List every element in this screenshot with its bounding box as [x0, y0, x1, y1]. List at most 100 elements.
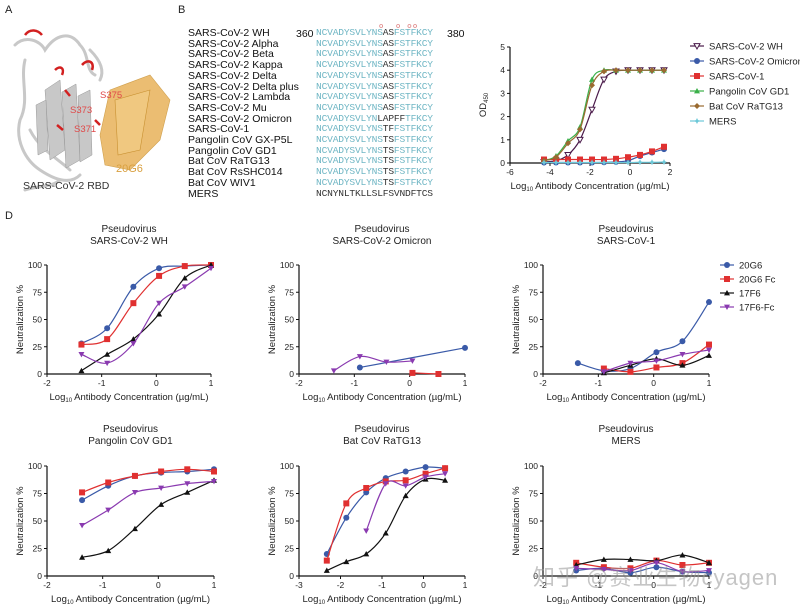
alignment-row-sequence: NCVADYSVLYNSASFSTFKCY [316, 37, 433, 49]
series-17f6-fc [363, 471, 449, 534]
x-tick-label: 0 [651, 580, 656, 590]
y-axis-label: Neutralization % [511, 486, 522, 556]
x-tick-label: -2 [539, 378, 547, 388]
antibody-20g6-ribbon [99, 74, 171, 171]
panel-label-d: D [5, 210, 13, 222]
data-point [625, 67, 631, 74]
chart-title-line: Bat CoV RaTG13 [343, 436, 421, 447]
data-point [679, 569, 686, 575]
x-tick-label: 0 [407, 378, 412, 388]
variable-site-marker [396, 24, 400, 28]
chart-c-elisa: -6 -4 -2 0 2 0 1 2 3 4 5 Log10 Antibody Concentrati… [478, 42, 800, 194]
data-point [382, 481, 389, 487]
y-tick-label: 50 [529, 516, 539, 526]
alignment-row-sequence: NCVADYSVLYNSASFSTFKCY [316, 59, 433, 71]
y-tick-label: 100 [28, 260, 42, 270]
data-point [158, 501, 165, 507]
data-point [565, 140, 571, 147]
data-point [637, 159, 643, 166]
series-curve [576, 562, 710, 573]
alignment-row-sequence: NCVADYSVLYNSTFFSTFKCY [316, 123, 433, 135]
data-point [181, 263, 188, 270]
end-position: 380 [447, 28, 465, 40]
y-tick-label: 25 [285, 342, 295, 352]
data-point [343, 558, 350, 565]
legend-item-17f6: 17F6 [720, 289, 761, 300]
y-tick-label: 25 [33, 342, 43, 352]
alignment-row-name: SARS-CoV-2 Delta plus [188, 80, 299, 93]
x-tick-label: -2 [586, 167, 594, 177]
legend-marker [724, 262, 730, 268]
data-point [435, 371, 442, 377]
data-point [409, 358, 416, 364]
legend-label: SARS-CoV-1 [709, 72, 764, 83]
data-point [131, 525, 138, 532]
data-point [613, 159, 619, 166]
data-point [679, 351, 686, 358]
y-tick-label: 100 [524, 260, 538, 270]
data-point [601, 159, 607, 166]
x-tick-label: 0 [651, 378, 656, 388]
y-tick-label: 25 [33, 544, 43, 554]
residue-label-s371: S371 [74, 124, 96, 135]
y-tick-label: 25 [529, 544, 539, 554]
x-tick-label: 1 [463, 378, 468, 388]
data-point [383, 359, 390, 366]
alignment-row-sequence: NCVADYSVLYNLAPFFTFKCY [316, 112, 433, 124]
y-tick-label: 100 [280, 461, 294, 471]
chart-title-line: Pseudovirus [598, 224, 653, 235]
data-point [625, 154, 631, 161]
legend-label: 20G6 [739, 261, 762, 272]
x-tick-label: 1 [209, 378, 214, 388]
data-point [104, 336, 111, 343]
x-tick-label: -6 [506, 167, 514, 177]
y-tick-label: 0 [533, 369, 538, 379]
y-axis-label: Neutralization % [15, 486, 26, 556]
x-tick-label: -1 [99, 580, 107, 590]
legend-item-bat-cov-ratg13: Bat CoV RaTG13 [690, 102, 783, 113]
data-point [600, 369, 607, 375]
watermark: 知乎 @赛业生物cyagen [533, 565, 779, 590]
data-point [130, 336, 137, 342]
data-point [363, 528, 370, 534]
data-point [422, 470, 429, 477]
y-tick-label: 50 [33, 516, 43, 526]
data-point [402, 492, 409, 499]
alignment-row-sequence: NCVADYSVLYNSTSFSTFKCY [316, 134, 433, 146]
data-point [589, 159, 595, 166]
data-point [577, 156, 583, 163]
variable-site-marker [379, 24, 384, 28]
data-point [601, 68, 607, 75]
data-point [706, 299, 712, 306]
x-tick-label: -2 [295, 378, 303, 388]
chart-title-line: Pseudovirus [354, 224, 409, 235]
alignment-row-sequence: NCVADYSVLYNSASFSTFKCY [316, 48, 433, 60]
x-tick-label: -1 [595, 580, 603, 590]
data-point [627, 360, 634, 367]
data-point [600, 76, 608, 84]
data-point [356, 354, 363, 360]
data-point [422, 474, 429, 480]
data-point [184, 466, 191, 473]
chart-title-line: Pseudovirus [101, 224, 156, 235]
alignment-row-name: Bat CoV WIV1 [188, 176, 256, 189]
alignment-row-name: SARS-CoV-2 Lambda [188, 91, 291, 104]
data-point [661, 67, 667, 74]
series-17f6-fc [79, 479, 217, 529]
data-point [130, 283, 137, 290]
y-tick-label: 50 [33, 315, 43, 325]
x-tick-label: 0 [156, 580, 161, 590]
data-point [79, 497, 86, 504]
rbd-sheets [35, 79, 93, 169]
alignment-row-name: Pangolin CoV GX-P5L [188, 134, 293, 147]
data-point [184, 481, 191, 487]
legend-label: SARS-CoV-2 Omicron [709, 57, 800, 68]
y-tick-label: 100 [280, 260, 294, 270]
data-point [442, 477, 449, 483]
series-20g6-fc [323, 465, 449, 564]
legend-marker [694, 73, 700, 79]
x-axis-label: Log10 Antibody Concentration (µg/mL) [50, 392, 209, 404]
x-axis-label: Log10 Antibody Concentration (µg/mL) [51, 594, 210, 606]
